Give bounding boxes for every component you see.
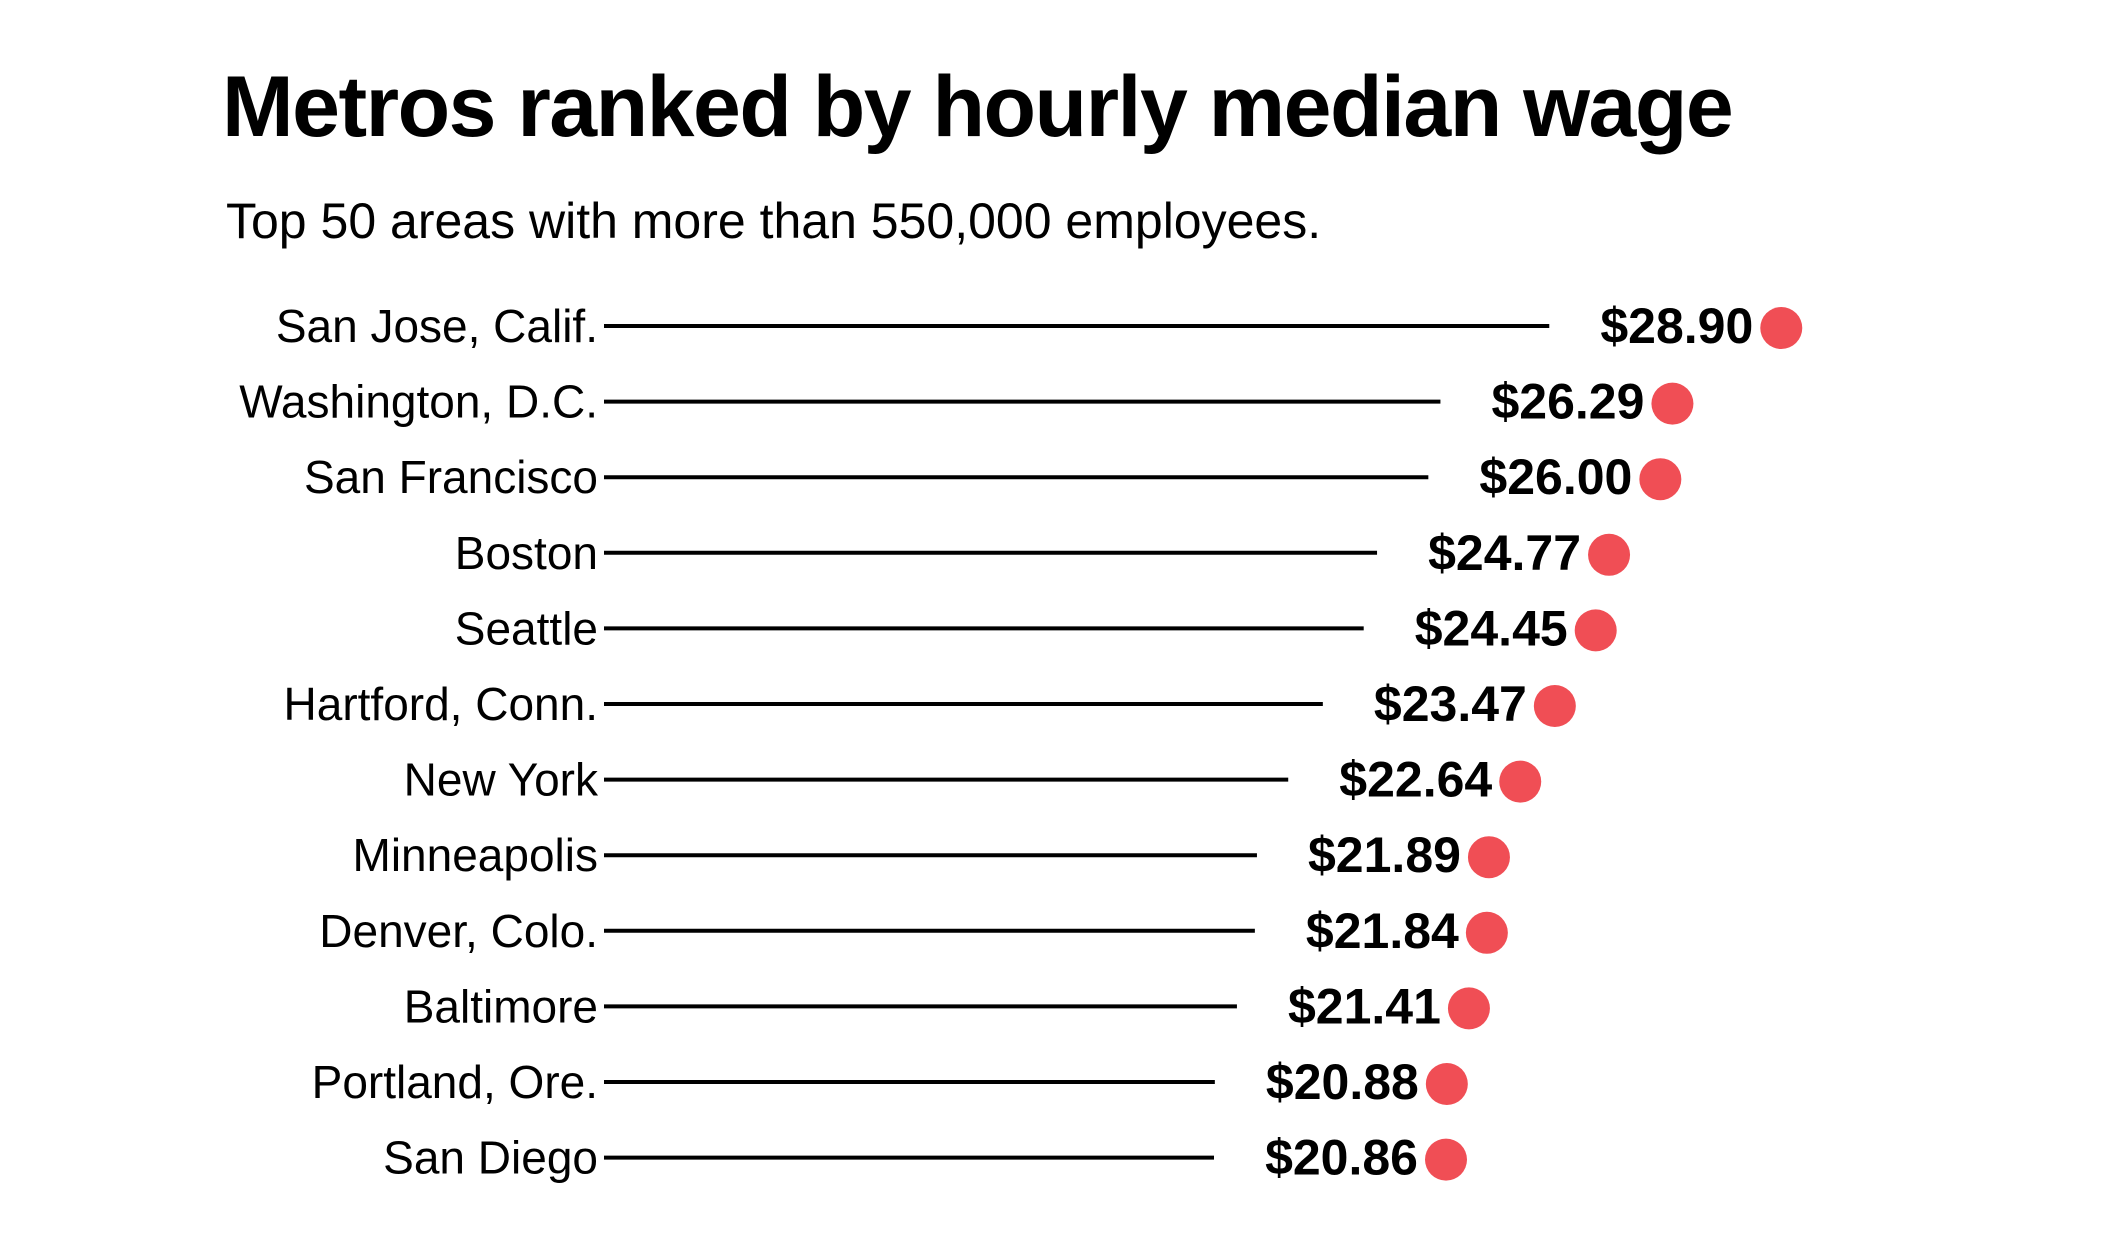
value-label: $24.77 — [1428, 525, 1581, 581]
category-label: Boston — [455, 527, 598, 579]
data-dot — [1499, 760, 1542, 803]
category-label: San Francisco — [304, 451, 598, 503]
chart-title: Metros ranked by hourly median wage — [222, 59, 1734, 155]
value-label: $20.86 — [1265, 1130, 1418, 1186]
data-dot — [1651, 382, 1694, 425]
value-label: $22.64 — [1339, 752, 1492, 808]
value-label: $21.41 — [1288, 978, 1441, 1034]
data-dot — [1467, 836, 1510, 879]
data-dot — [1447, 987, 1490, 1030]
data-dot — [1639, 458, 1682, 501]
category-label: Portland, Ore. — [312, 1056, 598, 1108]
category-label: San Jose, Calif. — [276, 300, 598, 352]
value-label: $21.89 — [1308, 827, 1461, 883]
data-dot — [1425, 1138, 1467, 1181]
value-label: $23.47 — [1374, 676, 1527, 732]
chart-subtitle: Top 50 areas with more than 550,000 empl… — [226, 193, 1322, 249]
category-label: Denver, Colo. — [319, 905, 598, 957]
category-label: Seattle — [455, 602, 598, 654]
category-label: New York — [404, 754, 599, 806]
category-label: Washington, D.C. — [239, 376, 598, 428]
value-label: $24.45 — [1415, 600, 1568, 656]
category-label: Hartford, Conn. — [284, 678, 598, 730]
category-label: Baltimore — [404, 980, 598, 1032]
data-dot — [1588, 533, 1631, 576]
value-label: $26.00 — [1479, 449, 1632, 505]
category-label: Minneapolis — [353, 829, 598, 881]
data-dot — [1760, 307, 1803, 349]
data-dot — [1465, 911, 1508, 954]
data-dot — [1574, 609, 1617, 652]
value-label: $20.88 — [1266, 1054, 1419, 1110]
value-label: $26.29 — [1491, 374, 1644, 430]
category-label: San Diego — [383, 1132, 598, 1184]
data-dot — [1533, 685, 1576, 727]
value-label: $28.90 — [1600, 298, 1753, 354]
data-dot — [1425, 1063, 1468, 1105]
value-label: $21.84 — [1306, 903, 1459, 959]
